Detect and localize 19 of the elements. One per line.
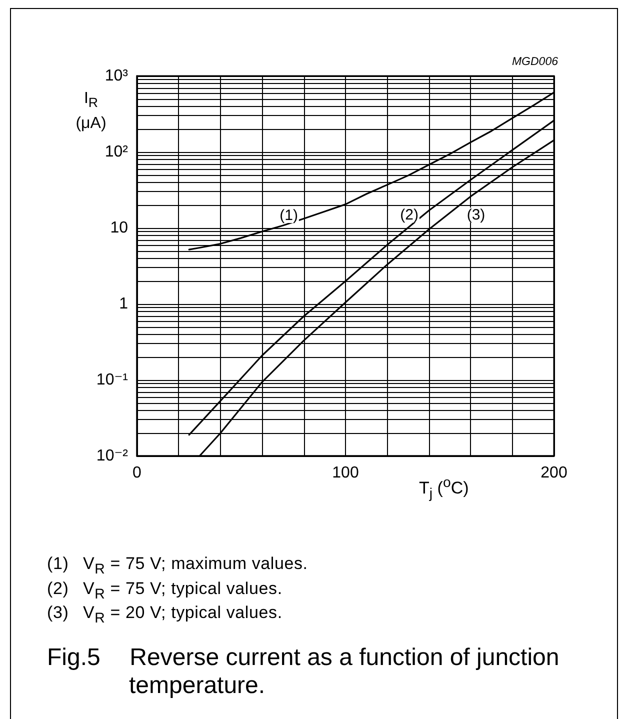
y-tick-label: 10 [110, 220, 128, 236]
y-tick-label: 1 [119, 296, 128, 312]
y-tick-label: 10³ [104, 68, 129, 84]
series-label: (2) [400, 206, 418, 224]
y-tick-label: 10² [104, 144, 129, 160]
text: (3) V$_{R}$ = 20 V; typical values. [47, 602, 282, 626]
y-tick-label: 10⁻² [96, 448, 129, 464]
x-axis-title: T$_{j}$ ($^{o}$C) [419, 474, 469, 504]
y-axis-title: I$_{R}$ (μA) [74, 89, 108, 134]
series-label: (3) [466, 206, 486, 224]
text: (1) V$_{R}$ = 75 V; maximum values. [47, 553, 308, 578]
series-label: (1) [280, 206, 298, 224]
chart-subtitle: MGD006 [512, 56, 558, 68]
x-tick-label: 100 [332, 464, 359, 482]
y-tick-label: 10⁻¹ [96, 372, 128, 388]
x-tick-label: 200 [540, 464, 568, 482]
text: (2) V$_{R}$ = 75 V; typical values. [47, 578, 282, 602]
chart-title: Fig.5 Reverse current as a function of junction temperature. [47, 644, 560, 699]
x-tick-label: 0 [132, 464, 142, 482]
